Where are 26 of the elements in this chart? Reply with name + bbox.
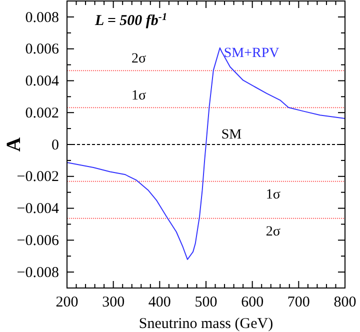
y-tick-label: 0.006 (25, 42, 60, 58)
y-tick-label: 0.002 (25, 105, 59, 122)
x-axis-title: Sneutrino mass (GeV) (138, 316, 274, 332)
ref-line-label: SM (221, 128, 242, 142)
x-tick-label: 600 (241, 294, 264, 311)
series-label: SM+RPV (224, 46, 280, 61)
x-tick-label: 800 (334, 294, 356, 311)
ref-line-label: 1σ (266, 187, 281, 202)
ref-line-label: 2σ (266, 224, 281, 240)
x-tick-label: 700 (287, 294, 310, 311)
ref-line-label: 2σ (132, 52, 147, 67)
x-tick-label: 200 (56, 294, 78, 311)
y-tick-label: 0.008 (25, 10, 59, 26)
y-tick-label: −0.006 (16, 232, 60, 249)
ref-line-label: 1σ (132, 88, 147, 104)
y-tick-label: 0.004 (25, 74, 60, 90)
y-tick-label: −0.002 (16, 169, 59, 186)
line-series (66, 47, 346, 260)
annotation: L = 500 fb$^{-1}$ (94, 12, 168, 29)
x-tick-label: 400 (148, 294, 171, 311)
y-tick-label: −0.004 (16, 201, 60, 218)
x-tick-label: 300 (102, 294, 125, 311)
x-tick-label: 500 (194, 294, 218, 311)
y-tick-label: −0.008 (16, 264, 59, 281)
y-tick-label: 0 (52, 137, 59, 154)
y-axis-title: A (3, 136, 25, 152)
